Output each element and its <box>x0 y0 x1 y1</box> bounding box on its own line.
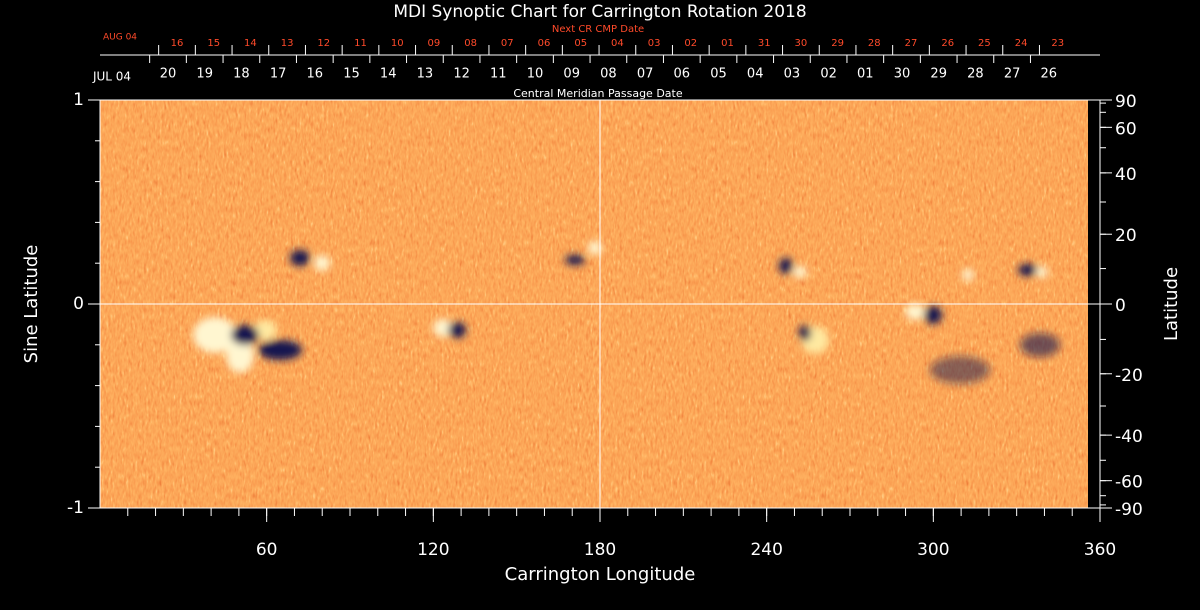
date-tick-label: 09 <box>563 67 580 82</box>
y2-tick-label: -90 <box>1115 500 1143 520</box>
date-tick-label: 01 <box>721 38 734 49</box>
date-tick-label: 03 <box>648 38 661 49</box>
y2-tick-label: 20 <box>1115 226 1137 246</box>
chart-title: MDI Synoptic Chart for Carrington Rotati… <box>393 2 806 22</box>
date-tick-label: 13 <box>281 38 294 49</box>
date-tick-label: 09 <box>428 38 441 49</box>
x-tick-label: 300 <box>917 540 949 560</box>
y2-tick-label: 40 <box>1115 165 1137 185</box>
x-tick-label: 240 <box>750 540 782 560</box>
date-tick-label: 16 <box>307 67 324 82</box>
x-tick-label: 60 <box>256 540 278 560</box>
date-tick-label: 30 <box>795 38 808 49</box>
date-tick-label: 02 <box>820 67 837 82</box>
date-tick-label: 26 <box>1041 67 1058 82</box>
date-tick-label: 15 <box>343 67 360 82</box>
date-axis-title: Next CR CMP Date <box>552 24 644 35</box>
date-tick-label: 12 <box>317 38 330 49</box>
date-tick-label: 31 <box>758 38 771 49</box>
date-tick-label: 27 <box>905 38 918 49</box>
date-tick-label: 30 <box>894 67 911 82</box>
y2-axis-label: Latitude <box>1161 267 1182 341</box>
y2-tick-label: -60 <box>1115 473 1143 493</box>
date-tick-label: 10 <box>527 67 544 82</box>
date-start-label: AUG 04 <box>103 33 137 43</box>
date-tick-label: 26 <box>941 38 954 49</box>
date-tick-label: 04 <box>747 67 764 82</box>
date-tick-label: 06 <box>538 38 551 49</box>
y-tick-label: 1 <box>73 90 84 110</box>
x-tick-label: 120 <box>417 540 449 560</box>
date-tick-label: 24 <box>1015 38 1028 49</box>
y-tick-label: 0 <box>73 294 84 314</box>
y2-tick-label: 60 <box>1115 119 1137 139</box>
date-tick-label: 08 <box>600 67 617 82</box>
date-tick-label: 12 <box>453 67 470 82</box>
date-tick-label: 04 <box>611 38 624 49</box>
date-tick-label: 10 <box>391 38 404 49</box>
date-tick-label: 14 <box>244 38 257 49</box>
date-tick-label: 17 <box>270 67 287 82</box>
date-tick-label: 13 <box>417 67 434 82</box>
date-tick-label: 27 <box>1004 67 1021 82</box>
date-tick-label: 18 <box>233 67 250 82</box>
date-tick-label: 03 <box>784 67 801 82</box>
date-tick-label: 19 <box>196 67 213 82</box>
date-tick-label: 25 <box>978 38 991 49</box>
date-start-label: JUL 04 <box>92 70 131 84</box>
x-tick-label: 180 <box>584 540 616 560</box>
date-tick-label: 20 <box>160 67 177 82</box>
date-tick-label: 23 <box>1051 38 1064 49</box>
y2-tick-label: 90 <box>1115 92 1137 112</box>
date-tick-label: 06 <box>674 67 691 82</box>
date-tick-label: 05 <box>710 67 727 82</box>
date-tick-label: 28 <box>868 38 881 49</box>
date-tick-label: 15 <box>207 38 220 49</box>
date-tick-label: 05 <box>574 38 587 49</box>
date-tick-label: 02 <box>684 38 697 49</box>
date-tick-label: 01 <box>857 67 874 82</box>
date-tick-label: 29 <box>930 67 947 82</box>
active-regions <box>193 241 1060 384</box>
y2-tick-label: -40 <box>1115 427 1143 447</box>
x-axis-label: Carrington Longitude <box>505 564 696 585</box>
y-tick-label: -1 <box>67 498 84 518</box>
y2-tick-label: 0 <box>1115 296 1126 316</box>
date-tick-label: 08 <box>464 38 477 49</box>
date-tick-label: 29 <box>831 38 844 49</box>
date-tick-label: 11 <box>354 38 367 49</box>
date-tick-label: 14 <box>380 67 397 82</box>
y2-tick-label: -20 <box>1115 366 1143 386</box>
y-axis-label: Sine Latitude <box>21 245 42 364</box>
date-tick-label: 16 <box>171 38 184 49</box>
date-axis-title: Central Meridian Passage Date <box>513 87 682 100</box>
date-tick-label: 07 <box>501 38 514 49</box>
x-tick-label: 360 <box>1084 540 1116 560</box>
date-tick-label: 11 <box>490 67 507 82</box>
date-tick-label: 07 <box>637 67 654 82</box>
date-tick-label: 28 <box>967 67 984 82</box>
